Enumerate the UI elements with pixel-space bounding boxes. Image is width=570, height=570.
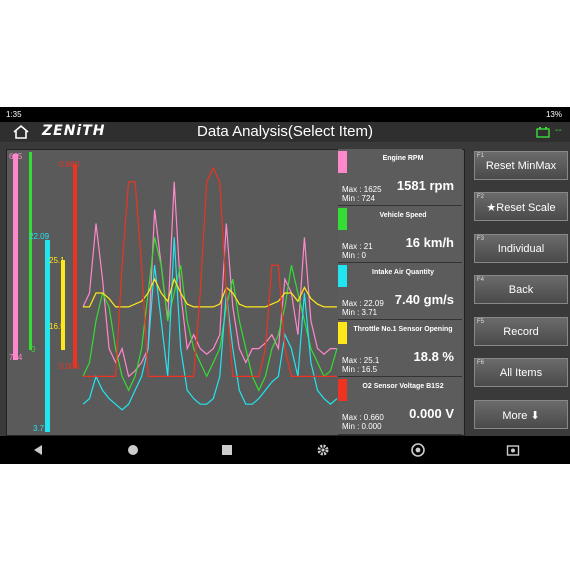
home-icon[interactable] xyxy=(12,124,30,140)
scale-bar xyxy=(29,152,32,350)
series-line xyxy=(82,181,337,378)
item-color-swatch xyxy=(338,208,347,230)
home-circle-icon[interactable] xyxy=(126,443,140,457)
item-name: Engine RPM xyxy=(382,155,424,162)
function-button[interactable]: F1 Reset MinMax xyxy=(474,151,568,180)
o2-axis-min: 0.000 xyxy=(59,362,80,371)
tps-axis-min: 16.5 xyxy=(49,322,65,331)
item-name: O2 Sensor Voltage B1S2 xyxy=(362,383,444,390)
function-button[interactable]: F2 ★Reset Scale xyxy=(474,192,568,221)
status-battery: 13% xyxy=(545,110,562,119)
android-nav-bar xyxy=(0,436,570,464)
scale-bar xyxy=(13,154,18,360)
item-max: Max : 22.09 xyxy=(342,299,384,308)
back-icon[interactable] xyxy=(31,443,45,457)
function-label: Record xyxy=(503,326,539,338)
item-value: 7.40 gm/s xyxy=(394,292,454,307)
rpm-axis-max: 625 xyxy=(9,152,23,161)
function-label: Reset MinMax xyxy=(485,160,557,172)
item-max: Max : 0.660 xyxy=(342,413,384,422)
tps-axis-max: 25.1 xyxy=(49,256,65,265)
series-line xyxy=(83,277,337,308)
item-max: Max : 21 xyxy=(342,242,373,251)
item-color-swatch xyxy=(338,265,347,287)
item-min: Min : 3.71 xyxy=(342,308,378,317)
speed-axis-zero: 0 xyxy=(31,345,36,354)
item-value: 0.000 V xyxy=(409,406,454,421)
function-label: Back xyxy=(508,284,534,296)
item-panel[interactable]: Intake Air Quantity Max : 22.09 Min : 3.71… xyxy=(338,263,462,320)
status-bar: 1:35 13% xyxy=(0,107,570,122)
function-button[interactable]: More ⬇ xyxy=(474,400,568,429)
item-min: Min : 0.000 xyxy=(342,422,382,431)
item-color-swatch xyxy=(338,322,347,344)
zenith-logo: ZENiTH xyxy=(42,123,106,139)
item-color-swatch xyxy=(338,379,347,401)
function-key: F5 xyxy=(477,319,485,325)
item-name: Intake Air Quantity xyxy=(372,269,434,276)
function-key: F2 xyxy=(477,194,485,200)
item-max: Max : 1625 xyxy=(342,185,382,194)
function-label: Individual xyxy=(497,243,545,255)
item-min: Min : 724 xyxy=(342,194,375,203)
item-name: Throttle No.1 Sensor Opening xyxy=(353,326,453,333)
graph-canvas xyxy=(13,152,338,432)
item-max: Max : 25.1 xyxy=(342,356,380,365)
function-key: F1 xyxy=(477,153,485,159)
status-time: 1:35 xyxy=(6,110,22,119)
item-min: Min : 16.5 xyxy=(342,365,378,374)
function-key: F4 xyxy=(477,277,485,283)
function-button[interactable]: F4 Back xyxy=(474,275,568,304)
battery-status: -- xyxy=(555,125,562,136)
scale-bar xyxy=(61,260,65,350)
item-name: Vehicle Speed xyxy=(379,212,427,219)
item-value: 16 km/h xyxy=(405,235,454,250)
item-panel[interactable]: Vehicle Speed Max : 21 Min : 0 16 km/h xyxy=(338,206,462,263)
series-line xyxy=(82,237,338,392)
screenshot-icon[interactable] xyxy=(506,443,520,457)
chrome-icon[interactable] xyxy=(411,443,425,457)
iaq-axis-min: 3.71 xyxy=(33,424,49,433)
function-button[interactable]: F6 All Items xyxy=(474,358,568,387)
scale-bar xyxy=(73,164,77,368)
iaq-axis-max: 22.09 xyxy=(29,232,50,241)
o2-axis-max: 0.660 xyxy=(59,160,80,169)
page-title: Data Analysis(Select Item) xyxy=(197,123,373,140)
settings-gear-icon[interactable] xyxy=(316,443,330,457)
recents-icon[interactable] xyxy=(220,443,234,457)
function-label: All Items xyxy=(499,367,543,379)
item-panel[interactable]: Engine RPM Max : 1625 Min : 724 1581 rpm xyxy=(338,149,462,206)
function-label: More ⬇ xyxy=(502,410,540,422)
series-line xyxy=(82,237,338,411)
function-key: F6 xyxy=(477,360,485,366)
item-color-swatch xyxy=(338,151,347,173)
item-value: 18.8 % xyxy=(413,349,454,364)
function-key: F3 xyxy=(477,236,485,242)
function-label: ★Reset Scale xyxy=(486,202,556,214)
battery-icon[interactable] xyxy=(536,126,550,138)
item-panel[interactable]: O2 Sensor Voltage B1S2 Max : 0.660 Min : 0… xyxy=(338,377,462,435)
item-min: Min : 0 xyxy=(342,251,367,260)
item-panel[interactable]: Throttle No.1 Sensor Opening Max : 25.1 Mi… xyxy=(338,320,462,377)
scale-bar xyxy=(45,240,50,432)
app-header: ZENiTH Data Analysis(Select Item) -- xyxy=(0,122,570,142)
function-button[interactable]: F3 Individual xyxy=(474,234,568,263)
item-value: 1581 rpm xyxy=(396,178,454,193)
series-line xyxy=(83,166,337,377)
rpm-axis-min: 724 xyxy=(9,353,23,362)
function-button[interactable]: F5 Record xyxy=(474,317,568,346)
